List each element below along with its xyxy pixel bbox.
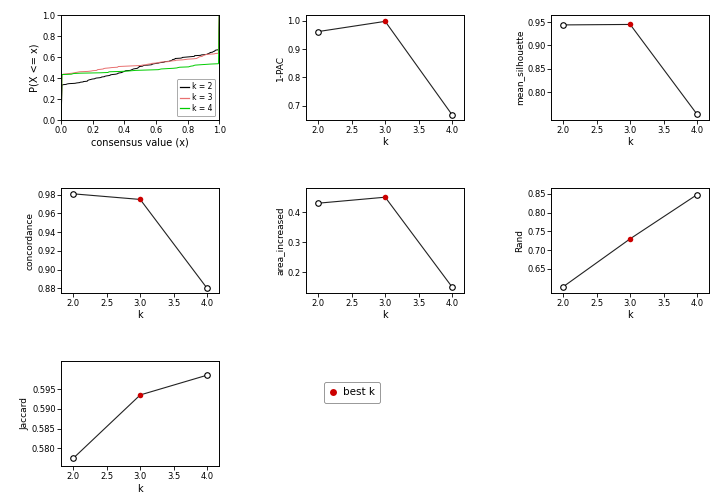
Y-axis label: Jaccard: Jaccard xyxy=(20,397,29,430)
Legend: best k: best k xyxy=(324,382,380,403)
X-axis label: k: k xyxy=(138,310,143,321)
Y-axis label: P(X <= x): P(X <= x) xyxy=(30,43,40,92)
Y-axis label: 1-PAC: 1-PAC xyxy=(276,54,284,81)
X-axis label: k: k xyxy=(138,483,143,493)
X-axis label: k: k xyxy=(382,138,388,147)
Y-axis label: mean_silhouette: mean_silhouette xyxy=(516,30,524,105)
Legend: k = 2, k = 3, k = 4: k = 2, k = 3, k = 4 xyxy=(176,79,215,116)
Y-axis label: concordance: concordance xyxy=(25,212,35,270)
X-axis label: k: k xyxy=(627,310,633,321)
Y-axis label: area_increased: area_increased xyxy=(276,206,284,275)
X-axis label: k: k xyxy=(382,310,388,321)
Y-axis label: Rand: Rand xyxy=(516,229,524,252)
X-axis label: consensus value (x): consensus value (x) xyxy=(91,138,189,147)
X-axis label: k: k xyxy=(627,138,633,147)
